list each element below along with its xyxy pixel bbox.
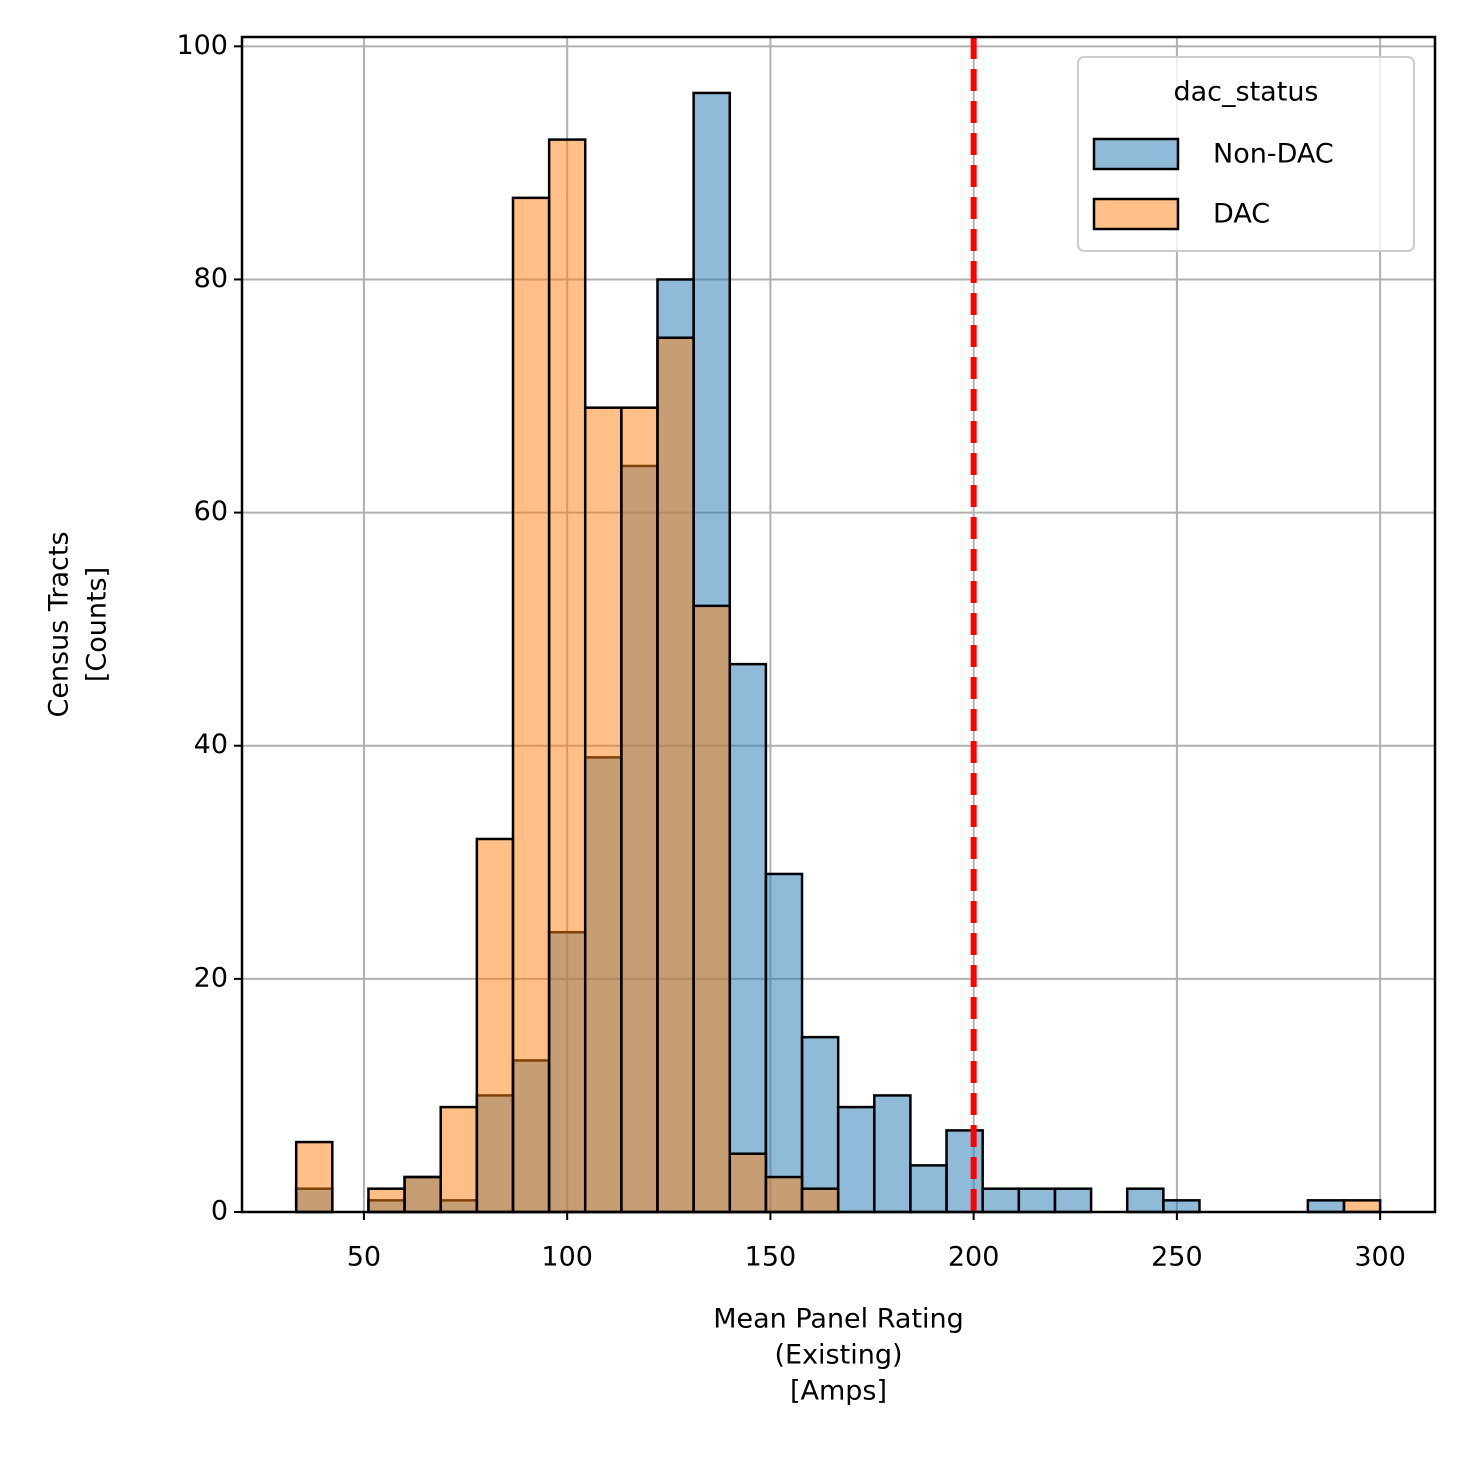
x-tick-label: 100 [541, 1242, 593, 1273]
x-axis-label: (Existing) [774, 1340, 902, 1371]
bar [728, 662, 768, 1214]
x-tick-label: 150 [745, 1242, 797, 1273]
bar [511, 196, 551, 1214]
plot-frame [240, 35, 1437, 1214]
bar [1125, 1187, 1165, 1214]
y-tick-label: 80 [194, 263, 228, 294]
bar [403, 1175, 442, 1214]
bar [764, 1175, 804, 1214]
x-tick-label: 200 [948, 1242, 1000, 1273]
bar [1162, 1199, 1201, 1214]
legend-swatch [1092, 197, 1180, 231]
x-tick-label: 250 [1151, 1242, 1203, 1273]
legend-label: DAC [1213, 199, 1270, 230]
bar [800, 1035, 840, 1214]
bar [945, 1129, 984, 1214]
bar [656, 336, 695, 1214]
y-tick-label: 100 [176, 30, 228, 61]
bar [1306, 1199, 1346, 1214]
bar [439, 1105, 479, 1214]
x-axis-label: [Amps] [790, 1376, 887, 1407]
bar [547, 138, 587, 1214]
y-tick-label: 0 [211, 1196, 228, 1227]
bar [764, 872, 804, 1214]
bar [294, 1140, 334, 1214]
bar [909, 1164, 948, 1214]
legend-swatch [1092, 137, 1180, 171]
legend-label: Non-DAC [1213, 139, 1334, 170]
x-axis-label: Mean Panel Rating [713, 1304, 964, 1335]
y-tick-label: 60 [194, 496, 228, 527]
bar [1342, 1199, 1382, 1214]
legend-title: dac_status [1174, 77, 1319, 108]
bar [367, 1187, 406, 1214]
x-tick-label: 50 [347, 1242, 381, 1273]
bar [981, 1187, 1021, 1214]
bar [692, 604, 732, 1214]
y-axis-label: [Counts] [82, 567, 113, 682]
y-tick-label: 40 [194, 729, 228, 760]
bar [873, 1094, 912, 1214]
y-axis-label: Census Tracts [44, 531, 75, 717]
bar [1053, 1187, 1093, 1214]
bar [836, 1105, 876, 1214]
bar [583, 406, 623, 1214]
bar [1017, 1187, 1057, 1214]
bar [800, 1187, 840, 1214]
bar [475, 837, 515, 1214]
bar [728, 1152, 768, 1214]
x-tick-label: 300 [1354, 1242, 1406, 1273]
bar [620, 406, 659, 1214]
y-tick-label: 20 [194, 962, 228, 993]
